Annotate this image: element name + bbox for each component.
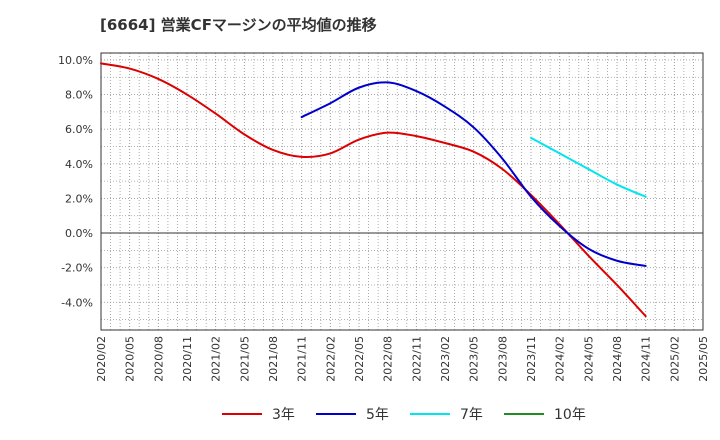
- x-tick-label: 2020/11: [181, 336, 194, 382]
- plot-frame: [100, 52, 704, 331]
- legend-swatch-3y: [222, 413, 262, 415]
- x-tick-label: 2022/08: [382, 336, 395, 382]
- legend: 3年 5年 7年 10年: [0, 402, 720, 426]
- x-tick-label: 2024/11: [640, 336, 653, 382]
- y-tick-label: 0.0%: [65, 227, 93, 240]
- series-line-1: [100, 62, 647, 318]
- legend-item-7y: 7年: [410, 402, 483, 426]
- legend-label-7y: 7年: [460, 407, 483, 423]
- legend-swatch-7y: [410, 413, 450, 415]
- x-tick-label: 2022/05: [353, 336, 366, 382]
- y-tick-label: -2.0%: [61, 262, 93, 275]
- x-tick-label: 2025/05: [697, 336, 710, 382]
- x-tick-label: 2021/11: [296, 336, 309, 382]
- x-tick-label: 2021/02: [210, 336, 223, 382]
- legend-item-3y: 3年: [222, 402, 295, 426]
- x-tick-label: 2023/05: [468, 336, 481, 382]
- legend-swatch-10y: [504, 413, 544, 415]
- x-tick-label: 2024/08: [611, 336, 624, 382]
- legend-item-5y: 5年: [316, 402, 389, 426]
- x-tick-label: 2021/05: [238, 336, 251, 382]
- x-tick-label: 2023/11: [525, 336, 538, 382]
- y-tick-label: 6.0%: [65, 123, 93, 136]
- legend-label-10y: 10年: [554, 407, 586, 423]
- tick-labels: -4.0% -2.0% 0.0% 2.0% 4.0% 6.0% 8.0% 10.0% 2020/…: [58, 54, 710, 382]
- x-tick-label: 2020/08: [152, 336, 165, 382]
- legend-item-10y: 10年: [504, 402, 586, 426]
- series-line-2: [300, 81, 647, 267]
- legend-label-5y: 5年: [366, 407, 389, 423]
- y-tick-label: 2.0%: [65, 192, 93, 205]
- y-tick-label: 8.0%: [65, 89, 93, 102]
- x-tick-label: 2022/11: [410, 336, 423, 382]
- y-tick-label: -4.0%: [61, 296, 93, 309]
- x-tick-label: 2024/02: [554, 336, 567, 382]
- y-tick-label: 4.0%: [65, 158, 93, 171]
- x-tick-label: 2023/02: [439, 336, 452, 382]
- x-tick-label: 2025/02: [668, 336, 681, 382]
- chart-title: [6664] 営業CFマージンの平均値の推移: [100, 16, 377, 34]
- x-tick-label: 2020/05: [124, 336, 137, 382]
- x-tick-label: 2024/05: [582, 336, 595, 382]
- x-tick-label: 2022/02: [324, 336, 337, 382]
- y-tick-label: 10.0%: [58, 54, 93, 67]
- x-tick-label: 2020/02: [95, 336, 108, 382]
- x-tick-label: 2021/08: [267, 336, 280, 382]
- axes: [100, 52, 704, 331]
- x-tick-label: 2023/08: [496, 336, 509, 382]
- legend-swatch-5y: [316, 413, 356, 415]
- series-lines: [100, 62, 647, 318]
- legend-label-3y: 3年: [272, 407, 295, 423]
- grid-lines: [101, 53, 704, 330]
- series-line-3: [530, 136, 647, 198]
